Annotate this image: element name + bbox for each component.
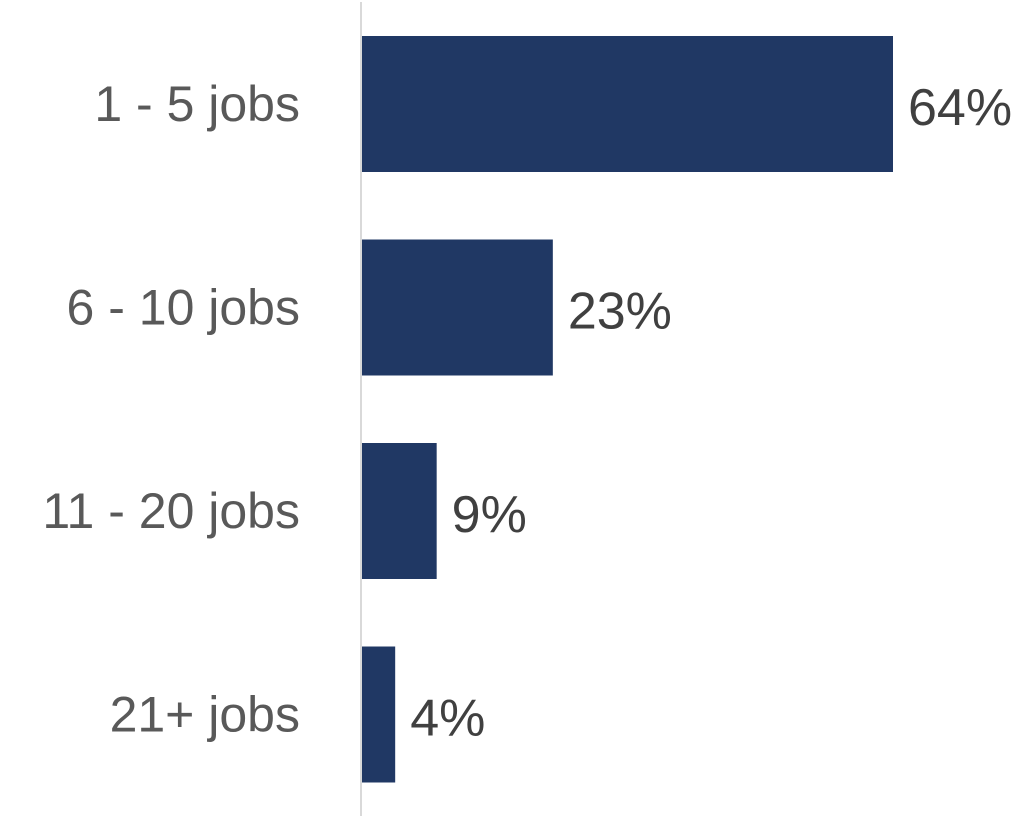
bar-3 xyxy=(362,646,396,783)
category-label-0: 1 - 5 jobs xyxy=(94,76,300,132)
category-label-2: 11 - 20 jobs xyxy=(42,483,300,539)
bar-1 xyxy=(362,239,553,376)
category-label-1: 6 - 10 jobs xyxy=(67,280,300,336)
bar-0 xyxy=(362,36,893,172)
value-labels-group: 64% 23% 9% 4% xyxy=(410,79,1012,748)
category-label-3: 21+ jobs xyxy=(110,687,300,743)
category-labels-group: 1 - 5 jobs 6 - 10 jobs 11 - 20 jobs 21+ job… xyxy=(42,76,300,743)
value-label-3: 4% xyxy=(410,690,485,748)
bar-2 xyxy=(362,443,437,579)
value-label-1: 23% xyxy=(568,283,672,341)
bars-group xyxy=(362,36,893,783)
value-label-0: 64% xyxy=(908,79,1012,137)
value-label-2: 9% xyxy=(452,486,527,544)
